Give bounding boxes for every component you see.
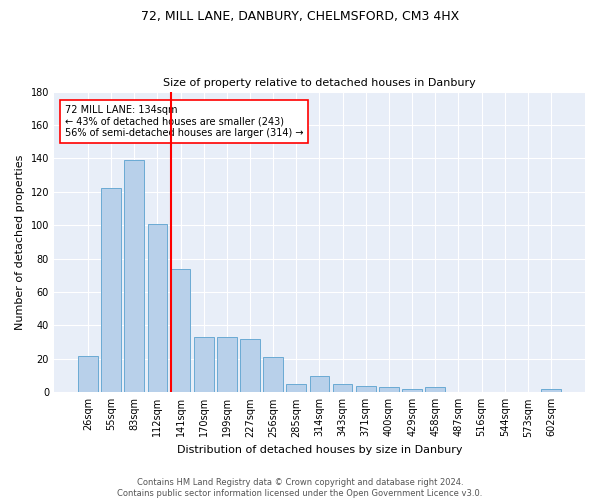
Bar <box>286 384 306 392</box>
Bar <box>240 339 260 392</box>
Title: Size of property relative to detached houses in Danbury: Size of property relative to detached ho… <box>163 78 476 88</box>
Text: 72, MILL LANE, DANBURY, CHELMSFORD, CM3 4HX: 72, MILL LANE, DANBURY, CHELMSFORD, CM3 … <box>141 10 459 23</box>
Bar <box>425 388 445 392</box>
Bar <box>310 376 329 392</box>
Bar <box>170 268 190 392</box>
Bar <box>124 160 144 392</box>
Bar <box>379 388 399 392</box>
Bar <box>356 386 376 392</box>
Bar <box>148 224 167 392</box>
Text: 72 MILL LANE: 134sqm
← 43% of detached houses are smaller (243)
56% of semi-deta: 72 MILL LANE: 134sqm ← 43% of detached h… <box>65 105 303 138</box>
Bar <box>333 384 352 392</box>
Bar <box>541 389 561 392</box>
Bar <box>194 337 214 392</box>
Y-axis label: Number of detached properties: Number of detached properties <box>15 154 25 330</box>
Bar <box>217 337 236 392</box>
Bar <box>263 357 283 392</box>
X-axis label: Distribution of detached houses by size in Danbury: Distribution of detached houses by size … <box>177 445 462 455</box>
Text: Contains HM Land Registry data © Crown copyright and database right 2024.
Contai: Contains HM Land Registry data © Crown c… <box>118 478 482 498</box>
Bar <box>402 389 422 392</box>
Bar <box>101 188 121 392</box>
Bar <box>78 356 98 393</box>
